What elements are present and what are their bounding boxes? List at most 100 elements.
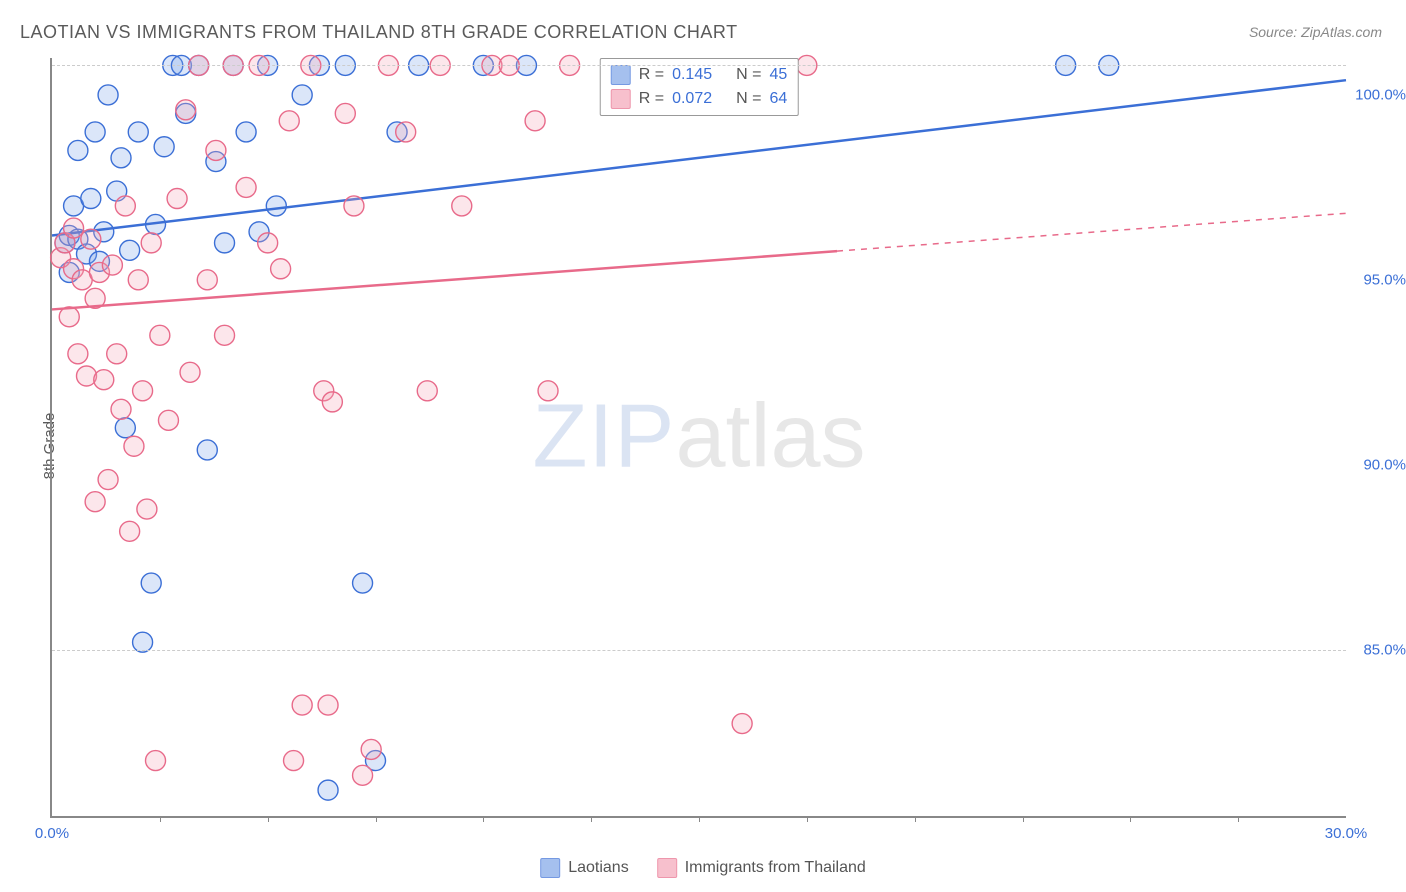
x-tick-label: 0.0% — [35, 825, 69, 842]
chart-svg — [52, 58, 1346, 816]
scatter-point — [128, 270, 148, 290]
legend-n-label: N = — [736, 66, 761, 84]
scatter-point — [344, 196, 364, 216]
scatter-point — [417, 381, 437, 401]
scatter-point — [68, 344, 88, 364]
x-tick-mark — [483, 816, 484, 822]
legend-series: Laotians Immigrants from Thailand — [540, 858, 866, 878]
scatter-point — [180, 362, 200, 382]
scatter-point — [318, 695, 338, 715]
scatter-point — [98, 85, 118, 105]
scatter-point — [176, 100, 196, 120]
chart-title: LAOTIAN VS IMMIGRANTS FROM THAILAND 8TH … — [20, 22, 738, 43]
x-tick-mark — [807, 816, 808, 822]
scatter-point — [120, 240, 140, 260]
legend-item-laotians: Laotians — [540, 858, 629, 878]
scatter-point — [292, 695, 312, 715]
legend-label: Immigrants from Thailand — [685, 859, 866, 877]
x-tick-mark — [1130, 816, 1131, 822]
legend-swatch-laotians — [540, 858, 560, 878]
trend-line-extrapolated — [837, 213, 1346, 251]
legend-swatch-thailand — [611, 89, 631, 109]
legend-label: Laotians — [568, 859, 629, 877]
scatter-point — [538, 381, 558, 401]
scatter-point — [167, 189, 187, 209]
scatter-point — [98, 470, 118, 490]
x-tick-mark — [915, 816, 916, 822]
scatter-point — [120, 521, 140, 541]
y-tick-label: 100.0% — [1355, 86, 1406, 103]
scatter-point — [236, 122, 256, 142]
scatter-point — [85, 122, 105, 142]
scatter-point — [111, 399, 131, 419]
source-attribution: Source: ZipAtlas.com — [1249, 24, 1382, 40]
scatter-point — [154, 137, 174, 157]
scatter-point — [81, 229, 101, 249]
legend-r-value: 0.072 — [672, 90, 712, 108]
scatter-point — [146, 751, 166, 771]
legend-swatch-thailand — [657, 858, 677, 878]
scatter-point — [271, 259, 291, 279]
scatter-point — [284, 751, 304, 771]
scatter-point — [111, 148, 131, 168]
scatter-point — [322, 392, 342, 412]
legend-correlation: R = 0.145 N = 45 R = 0.072 N = 64 — [600, 58, 799, 116]
x-tick-mark — [268, 816, 269, 822]
x-tick-mark — [591, 816, 592, 822]
scatter-point — [353, 573, 373, 593]
scatter-point — [158, 410, 178, 430]
scatter-point — [115, 196, 135, 216]
scatter-point — [107, 344, 127, 364]
scatter-point — [81, 189, 101, 209]
scatter-point — [150, 325, 170, 345]
scatter-point — [124, 436, 144, 456]
scatter-point — [133, 381, 153, 401]
gridline — [52, 650, 1346, 651]
y-tick-label: 85.0% — [1363, 641, 1406, 658]
scatter-point — [335, 103, 355, 123]
legend-r-label: R = — [639, 90, 664, 108]
gridline — [52, 65, 1346, 66]
scatter-point — [102, 255, 122, 275]
scatter-point — [258, 233, 278, 253]
scatter-point — [732, 714, 752, 734]
scatter-point — [266, 196, 286, 216]
x-tick-mark — [160, 816, 161, 822]
scatter-point — [64, 218, 84, 238]
scatter-point — [128, 122, 148, 142]
x-tick-mark — [376, 816, 377, 822]
legend-item-thailand: Immigrants from Thailand — [657, 858, 866, 878]
scatter-point — [197, 440, 217, 460]
plot-area: R = 0.145 N = 45 R = 0.072 N = 64 ZIPatl… — [50, 58, 1346, 818]
scatter-point — [292, 85, 312, 105]
scatter-point — [236, 177, 256, 197]
legend-n-value: 45 — [769, 66, 787, 84]
legend-n-label: N = — [736, 90, 761, 108]
scatter-point — [94, 370, 114, 390]
scatter-point — [361, 739, 381, 759]
legend-r-label: R = — [639, 66, 664, 84]
legend-r-row-1: R = 0.072 N = 64 — [611, 87, 788, 111]
y-tick-label: 90.0% — [1363, 456, 1406, 473]
scatter-point — [318, 780, 338, 800]
scatter-point — [525, 111, 545, 131]
scatter-point — [353, 765, 373, 785]
scatter-point — [215, 233, 235, 253]
scatter-point — [206, 140, 226, 160]
x-tick-mark — [1238, 816, 1239, 822]
trend-line — [52, 251, 837, 309]
scatter-point — [141, 573, 161, 593]
legend-r-row-0: R = 0.145 N = 45 — [611, 63, 788, 87]
scatter-point — [452, 196, 472, 216]
legend-r-value: 0.145 — [672, 66, 712, 84]
legend-swatch-laotians — [611, 65, 631, 85]
scatter-point — [77, 366, 97, 386]
scatter-point — [137, 499, 157, 519]
scatter-point — [396, 122, 416, 142]
legend-n-value: 64 — [769, 90, 787, 108]
x-tick-label: 30.0% — [1325, 825, 1368, 842]
scatter-point — [279, 111, 299, 131]
x-tick-mark — [1023, 816, 1024, 822]
scatter-point — [215, 325, 235, 345]
scatter-point — [85, 492, 105, 512]
